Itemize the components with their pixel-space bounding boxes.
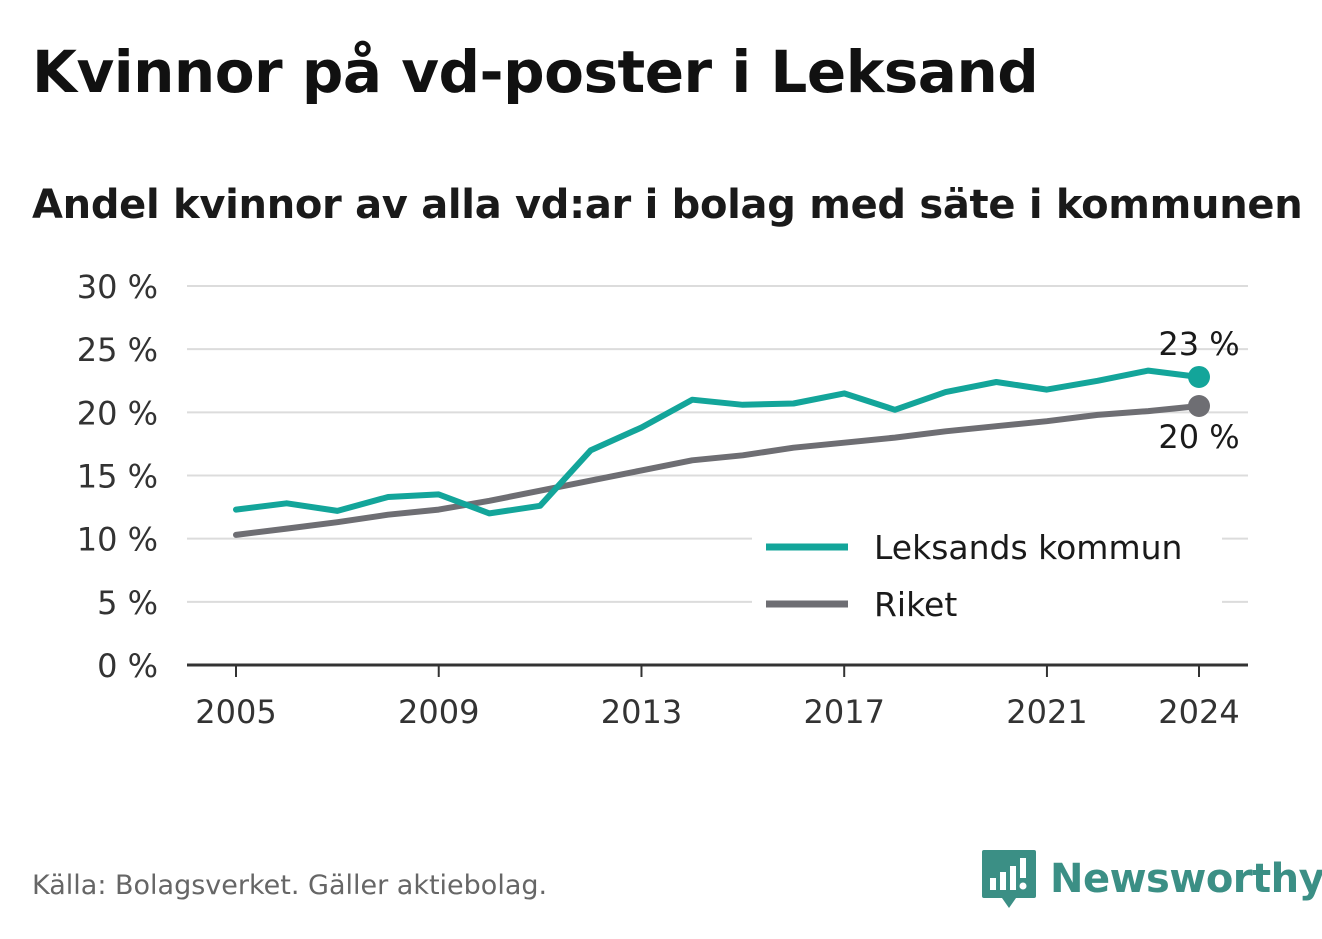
y-tick-label: 10 % xyxy=(77,521,158,559)
x-tick-label: 2009 xyxy=(398,693,479,731)
x-tick-label: 2005 xyxy=(195,693,276,731)
y-tick-label: 5 % xyxy=(97,584,158,622)
end-label: 23 % xyxy=(1158,325,1239,363)
y-tick-label: 30 % xyxy=(77,268,158,306)
y-axis-ticks: 0 % 5 % 10 % 15 % 20 % 25 % 30 % xyxy=(77,268,158,685)
gridlines xyxy=(187,285,1248,603)
legend-background xyxy=(752,515,1222,633)
end-point-riket xyxy=(1188,395,1210,418)
x-tick-label: 2017 xyxy=(803,693,884,731)
brand-logo: Newsworthy xyxy=(980,848,1322,910)
source-note: Källa: Bolagsverket. Gäller aktiebolag. xyxy=(32,870,548,901)
series-line-riket xyxy=(233,403,1202,538)
x-tick-label: 2021 xyxy=(1006,693,1087,731)
end-labels: 23 % 20 % xyxy=(1158,325,1239,456)
chart-subtitle: Andel kvinnor av alla vd:ar i bolag med … xyxy=(32,182,1303,228)
legend-label: Leksands kommun xyxy=(874,528,1182,567)
x-tick-label: 2013 xyxy=(601,693,682,731)
newsworthy-logo-icon xyxy=(982,850,1036,908)
x-tick-label: 2024 xyxy=(1158,693,1239,731)
legend-label: Riket xyxy=(874,585,957,624)
chart-title: Kvinnor på vd-poster i Leksand xyxy=(32,38,1039,106)
y-tick-label: 20 % xyxy=(77,394,158,432)
series-lines xyxy=(233,365,1210,538)
end-point-leksands-kommun xyxy=(1188,365,1210,388)
series-line-leksands-kommun xyxy=(233,367,1202,517)
y-tick-label: 0 % xyxy=(97,647,158,685)
end-label: 20 % xyxy=(1158,418,1239,456)
y-tick-label: 25 % xyxy=(77,331,158,369)
brand-name: Newsworthy xyxy=(1050,856,1322,902)
y-tick-label: 15 % xyxy=(77,458,158,496)
x-axis: 2005 2009 2013 2017 2021 2024 xyxy=(187,663,1248,731)
legend: Leksands kommun Riket xyxy=(752,515,1222,633)
